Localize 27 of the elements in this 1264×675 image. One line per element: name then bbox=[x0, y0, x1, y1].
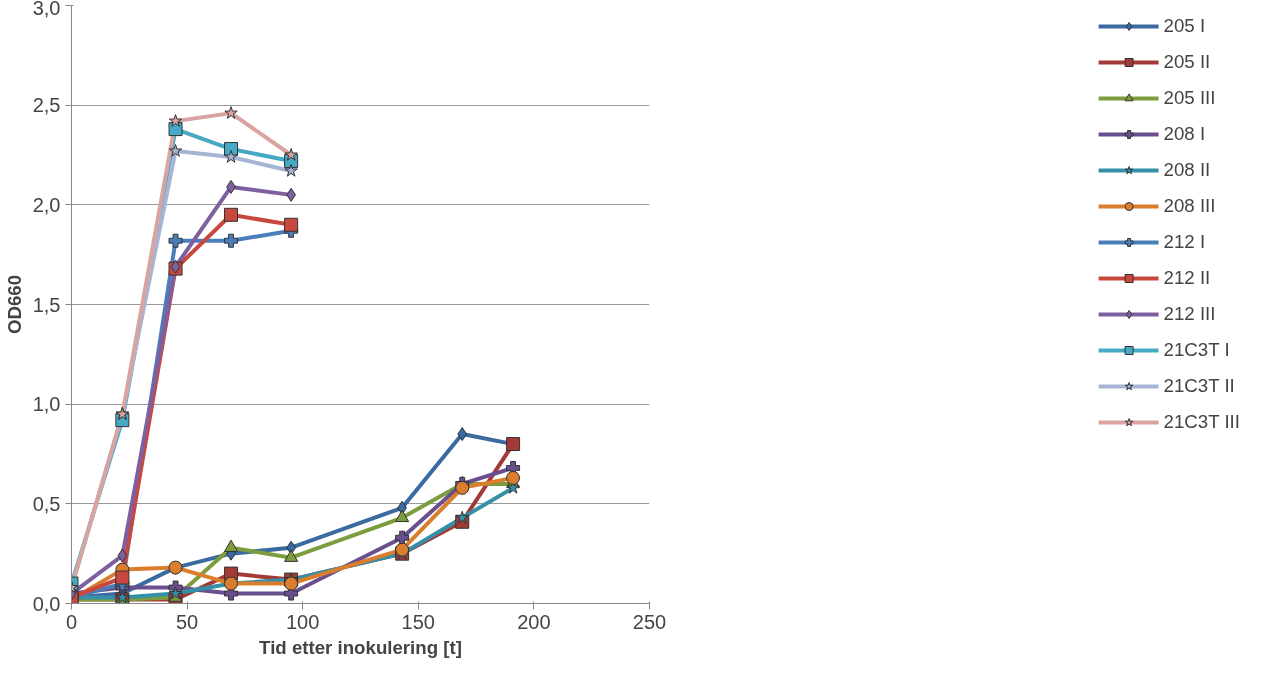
legend-label: 205 II bbox=[1163, 51, 1211, 73]
x-tick-label: 250 bbox=[632, 610, 667, 633]
y-tick-label: 0,0 bbox=[32, 592, 61, 615]
legend-label: 205 I bbox=[1163, 15, 1206, 37]
legend-label: 212 I bbox=[1163, 231, 1206, 253]
x-tick-label: 200 bbox=[517, 610, 551, 633]
legend-label: 205 III bbox=[1163, 87, 1216, 109]
y-tick-label: 0,5 bbox=[32, 492, 61, 515]
x-tick-label: 100 bbox=[286, 610, 320, 633]
x-axis-title: Tid etter inokulering [t] bbox=[259, 636, 462, 658]
legend-label: 208 I bbox=[1163, 123, 1206, 145]
legend-label: 21C3T I bbox=[1163, 339, 1230, 361]
y-axis-title: OD660 bbox=[3, 274, 25, 335]
y-tick-label: 3,0 bbox=[32, 0, 61, 19]
legend-label: 208 II bbox=[1163, 159, 1211, 181]
legend-label: 208 III bbox=[1163, 195, 1216, 217]
y-tick-label: 1,5 bbox=[32, 293, 61, 316]
y-tick-label: 2,5 bbox=[32, 94, 61, 117]
x-tick-label: 150 bbox=[401, 610, 435, 633]
y-tick-label: 1,0 bbox=[32, 393, 61, 416]
legend-label: 212 III bbox=[1163, 303, 1216, 325]
legend-label: 21C3T II bbox=[1163, 375, 1235, 397]
x-tick-label: 50 bbox=[175, 610, 199, 633]
legend-label: 212 II bbox=[1163, 267, 1211, 289]
legend-label: 21C3T III bbox=[1163, 411, 1240, 433]
y-tick-label: 2,0 bbox=[32, 193, 61, 216]
x-tick-label: 0 bbox=[65, 610, 78, 633]
